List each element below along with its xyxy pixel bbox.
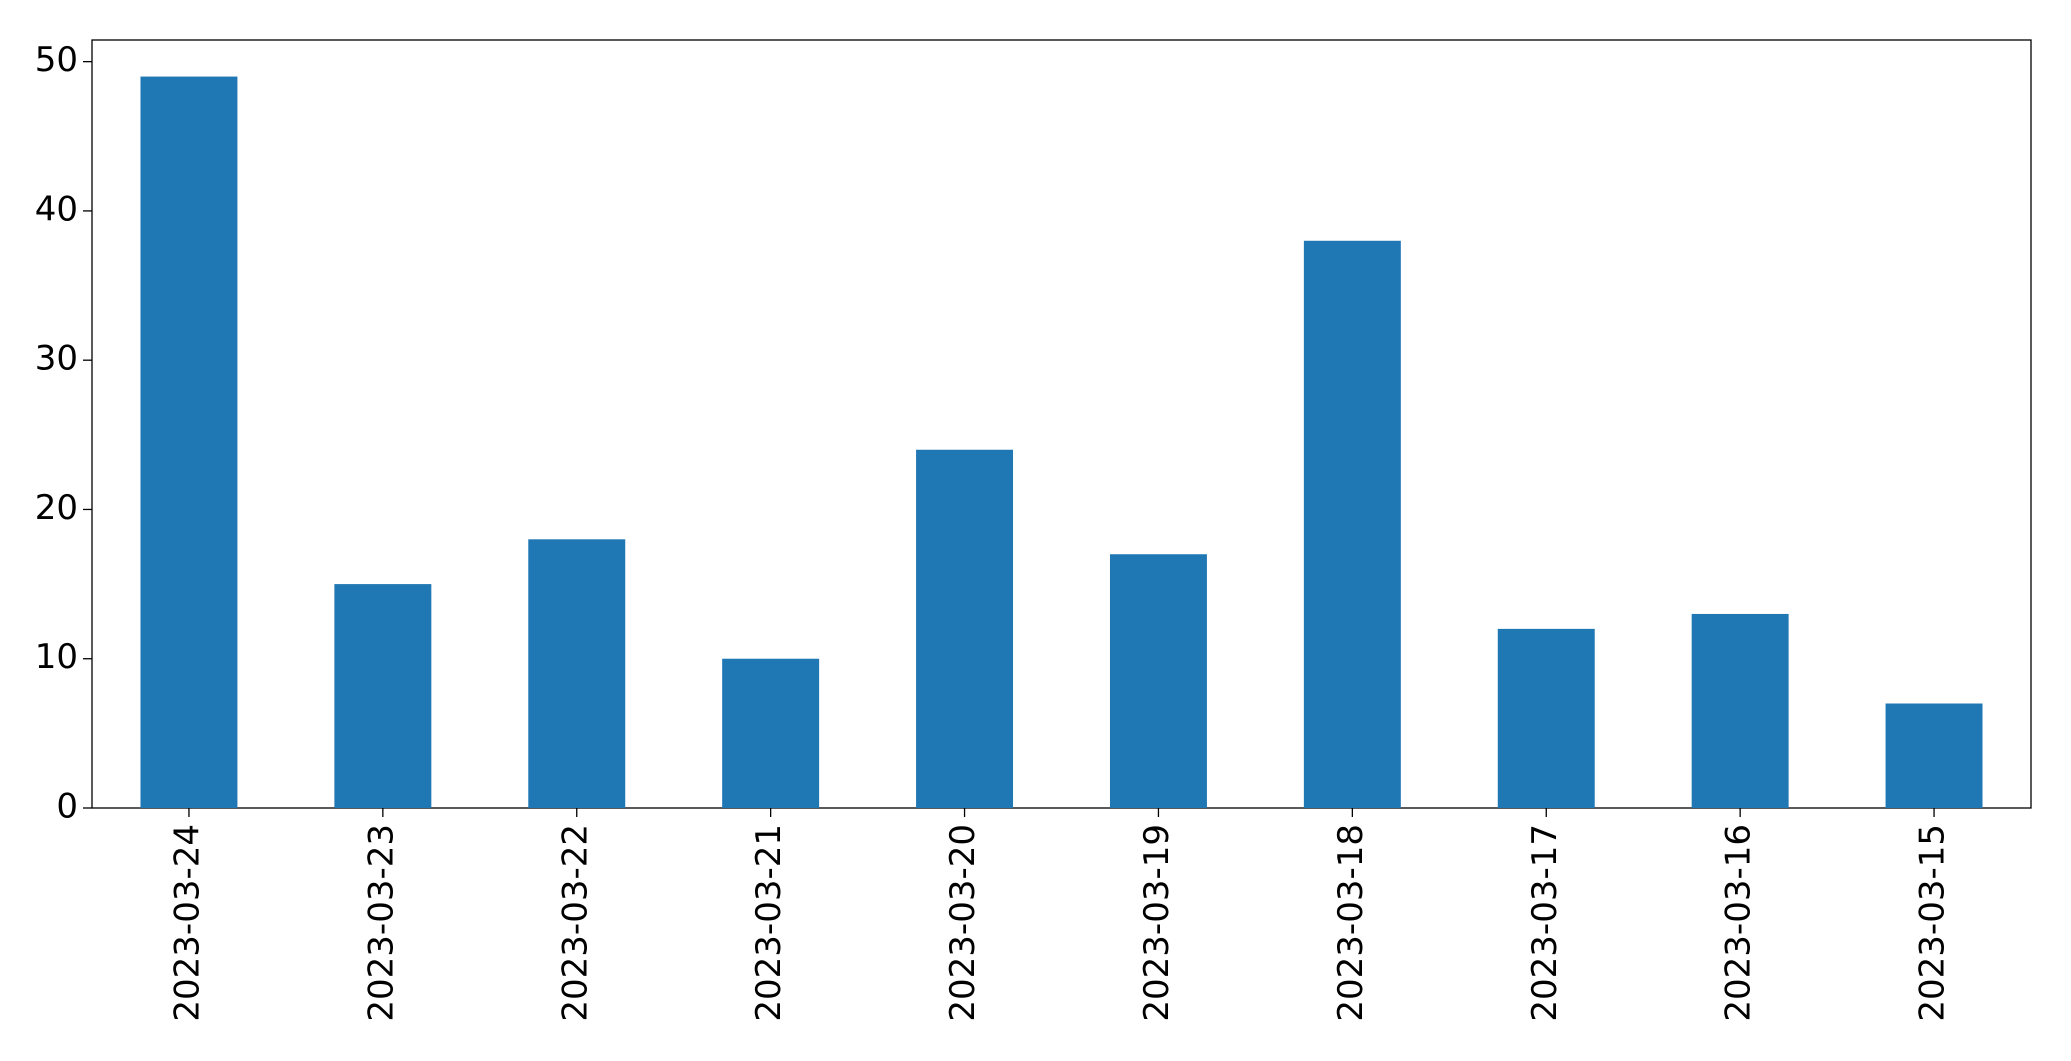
x-tick-label: 2023-03-22 [555,824,595,1022]
bar [1691,613,1789,808]
x-tick-label: 2023-03-17 [1525,824,1565,1022]
bar [916,449,1014,808]
bar [722,658,820,808]
x-tick-label: 2023-03-20 [943,824,983,1022]
x-tick-label: 2023-03-19 [1137,824,1177,1022]
x-tick-label: 2023-03-18 [1331,824,1371,1022]
plot-frame [91,39,2032,809]
y-tick-label: 40 [35,189,78,229]
y-tick-label: 30 [35,339,78,379]
y-tick-label: 20 [35,488,78,528]
bar [1885,703,1983,808]
bar [1109,554,1207,808]
y-tick-label: 50 [35,40,78,80]
x-tick-label: 2023-03-16 [1719,824,1759,1022]
y-tick-label: 10 [35,637,78,677]
bar [140,76,238,809]
x-tick-label: 2023-03-24 [167,824,207,1022]
x-tick-label: 2023-03-23 [361,824,401,1022]
y-tick-label: 0 [56,787,78,827]
bar [528,539,626,808]
x-tick-label: 2023-03-15 [1913,824,1953,1022]
bar [334,584,432,808]
bar [1303,240,1401,809]
bar [1497,628,1595,808]
x-tick-label: 2023-03-21 [749,824,789,1022]
